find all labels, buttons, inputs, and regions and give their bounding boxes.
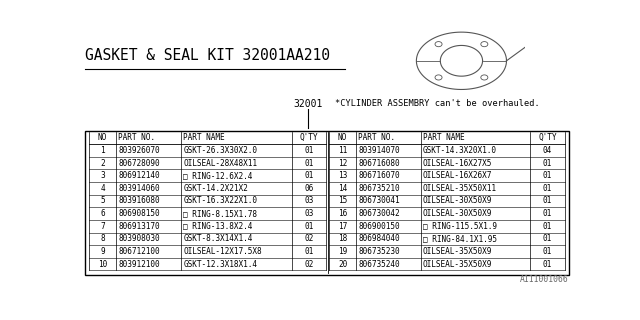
Text: GSKT-12.3X18X1.4: GSKT-12.3X18X1.4 [184, 260, 257, 268]
Text: □ RING-12.6X2.4: □ RING-12.6X2.4 [184, 171, 253, 180]
Text: 16: 16 [338, 209, 347, 218]
Text: 806728090: 806728090 [118, 159, 160, 168]
Text: OILSEAL-12X17.5X8: OILSEAL-12X17.5X8 [184, 247, 262, 256]
Text: 15: 15 [338, 196, 347, 205]
Text: 01: 01 [304, 159, 314, 168]
Text: 803926070: 803926070 [118, 146, 160, 155]
Text: NO: NO [98, 133, 107, 142]
Text: 806716070: 806716070 [358, 171, 400, 180]
Text: OILSEAL-30X50X9: OILSEAL-30X50X9 [423, 209, 492, 218]
Text: 01: 01 [543, 184, 552, 193]
Text: 806913170: 806913170 [118, 222, 160, 231]
Text: 803914070: 803914070 [358, 146, 400, 155]
Text: 01: 01 [304, 146, 314, 155]
Text: 806716080: 806716080 [358, 159, 400, 168]
Text: 18: 18 [338, 234, 347, 244]
Text: 01: 01 [543, 234, 552, 244]
Text: GSKT-16.3X22X1.0: GSKT-16.3X22X1.0 [184, 196, 257, 205]
Text: 17: 17 [338, 222, 347, 231]
Text: 806900150: 806900150 [358, 222, 400, 231]
Text: PART NAME: PART NAME [423, 133, 465, 142]
Text: 32001: 32001 [294, 99, 323, 109]
Text: OILSEAL-30X50X9: OILSEAL-30X50X9 [423, 196, 492, 205]
Text: 01: 01 [543, 159, 552, 168]
Text: 06: 06 [304, 184, 314, 193]
Text: 2: 2 [100, 159, 105, 168]
Text: A111001066: A111001066 [520, 275, 568, 284]
Text: OILSEAL-16X27X5: OILSEAL-16X27X5 [423, 159, 492, 168]
Text: GSKT-26.3X30X2.0: GSKT-26.3X30X2.0 [184, 146, 257, 155]
Text: 02: 02 [304, 260, 314, 268]
Text: □ RING-8.15X1.78: □ RING-8.15X1.78 [184, 209, 257, 218]
Text: □ RING-84.1X1.95: □ RING-84.1X1.95 [423, 234, 497, 244]
Text: *CYLINDER ASSEMBRY can't be overhauled.: *CYLINDER ASSEMBRY can't be overhauled. [335, 99, 540, 108]
Text: GSKT-14.3X20X1.0: GSKT-14.3X20X1.0 [423, 146, 497, 155]
Text: 806908150: 806908150 [118, 209, 160, 218]
Text: 5: 5 [100, 196, 105, 205]
Text: 12: 12 [338, 159, 347, 168]
Text: 806984040: 806984040 [358, 234, 400, 244]
Text: OILSEAL-35X50X9: OILSEAL-35X50X9 [423, 260, 492, 268]
Text: OILSEAL-35X50X11: OILSEAL-35X50X11 [423, 184, 497, 193]
Text: PART NAME: PART NAME [184, 133, 225, 142]
Text: 803912100: 803912100 [118, 260, 160, 268]
Text: 10: 10 [98, 260, 107, 268]
Text: 3: 3 [100, 171, 105, 180]
Text: 03: 03 [304, 196, 314, 205]
Text: 04: 04 [543, 146, 552, 155]
Text: 1: 1 [100, 146, 105, 155]
Text: 14: 14 [338, 184, 347, 193]
Text: 806730042: 806730042 [358, 209, 400, 218]
Text: OILSEAL-35X50X9: OILSEAL-35X50X9 [423, 247, 492, 256]
Text: 803908030: 803908030 [118, 234, 160, 244]
Text: 01: 01 [543, 209, 552, 218]
Text: 7: 7 [100, 222, 105, 231]
Text: GASKET & SEAL KIT 32001AA210: GASKET & SEAL KIT 32001AA210 [85, 48, 330, 63]
Text: 9: 9 [100, 247, 105, 256]
Text: 806735210: 806735210 [358, 184, 400, 193]
Text: 01: 01 [304, 222, 314, 231]
Text: 03: 03 [304, 209, 314, 218]
Text: 01: 01 [543, 196, 552, 205]
Text: 20: 20 [338, 260, 347, 268]
Text: Q'TY: Q'TY [538, 133, 557, 142]
FancyBboxPatch shape [85, 131, 568, 275]
Text: 4: 4 [100, 184, 105, 193]
Text: 806912140: 806912140 [118, 171, 160, 180]
Text: PART NO.: PART NO. [118, 133, 155, 142]
Text: 01: 01 [543, 247, 552, 256]
Text: 13: 13 [338, 171, 347, 180]
Text: GSKT-14.2X21X2: GSKT-14.2X21X2 [184, 184, 248, 193]
Text: □ RING-115.5X1.9: □ RING-115.5X1.9 [423, 222, 497, 231]
Text: 11: 11 [338, 146, 347, 155]
Text: 01: 01 [543, 260, 552, 268]
Text: 01: 01 [543, 171, 552, 180]
Text: 19: 19 [338, 247, 347, 256]
Text: 01: 01 [304, 247, 314, 256]
Text: 806712100: 806712100 [118, 247, 160, 256]
Text: 803914060: 803914060 [118, 184, 160, 193]
Text: 803916080: 803916080 [118, 196, 160, 205]
Text: NO: NO [338, 133, 347, 142]
Text: 806730041: 806730041 [358, 196, 400, 205]
Text: PART NO.: PART NO. [358, 133, 395, 142]
Text: 01: 01 [543, 222, 552, 231]
Text: GSKT-8.3X14X1.4: GSKT-8.3X14X1.4 [184, 234, 253, 244]
Text: 6: 6 [100, 209, 105, 218]
Text: □ RING-13.8X2.4: □ RING-13.8X2.4 [184, 222, 253, 231]
Text: OILSEAL-16X26X7: OILSEAL-16X26X7 [423, 171, 492, 180]
Text: 8: 8 [100, 234, 105, 244]
Text: 806735230: 806735230 [358, 247, 400, 256]
Text: 02: 02 [304, 234, 314, 244]
Text: 806735240: 806735240 [358, 260, 400, 268]
Text: OILSEAL-28X48X11: OILSEAL-28X48X11 [184, 159, 257, 168]
Text: Q'TY: Q'TY [300, 133, 318, 142]
Text: 01: 01 [304, 171, 314, 180]
